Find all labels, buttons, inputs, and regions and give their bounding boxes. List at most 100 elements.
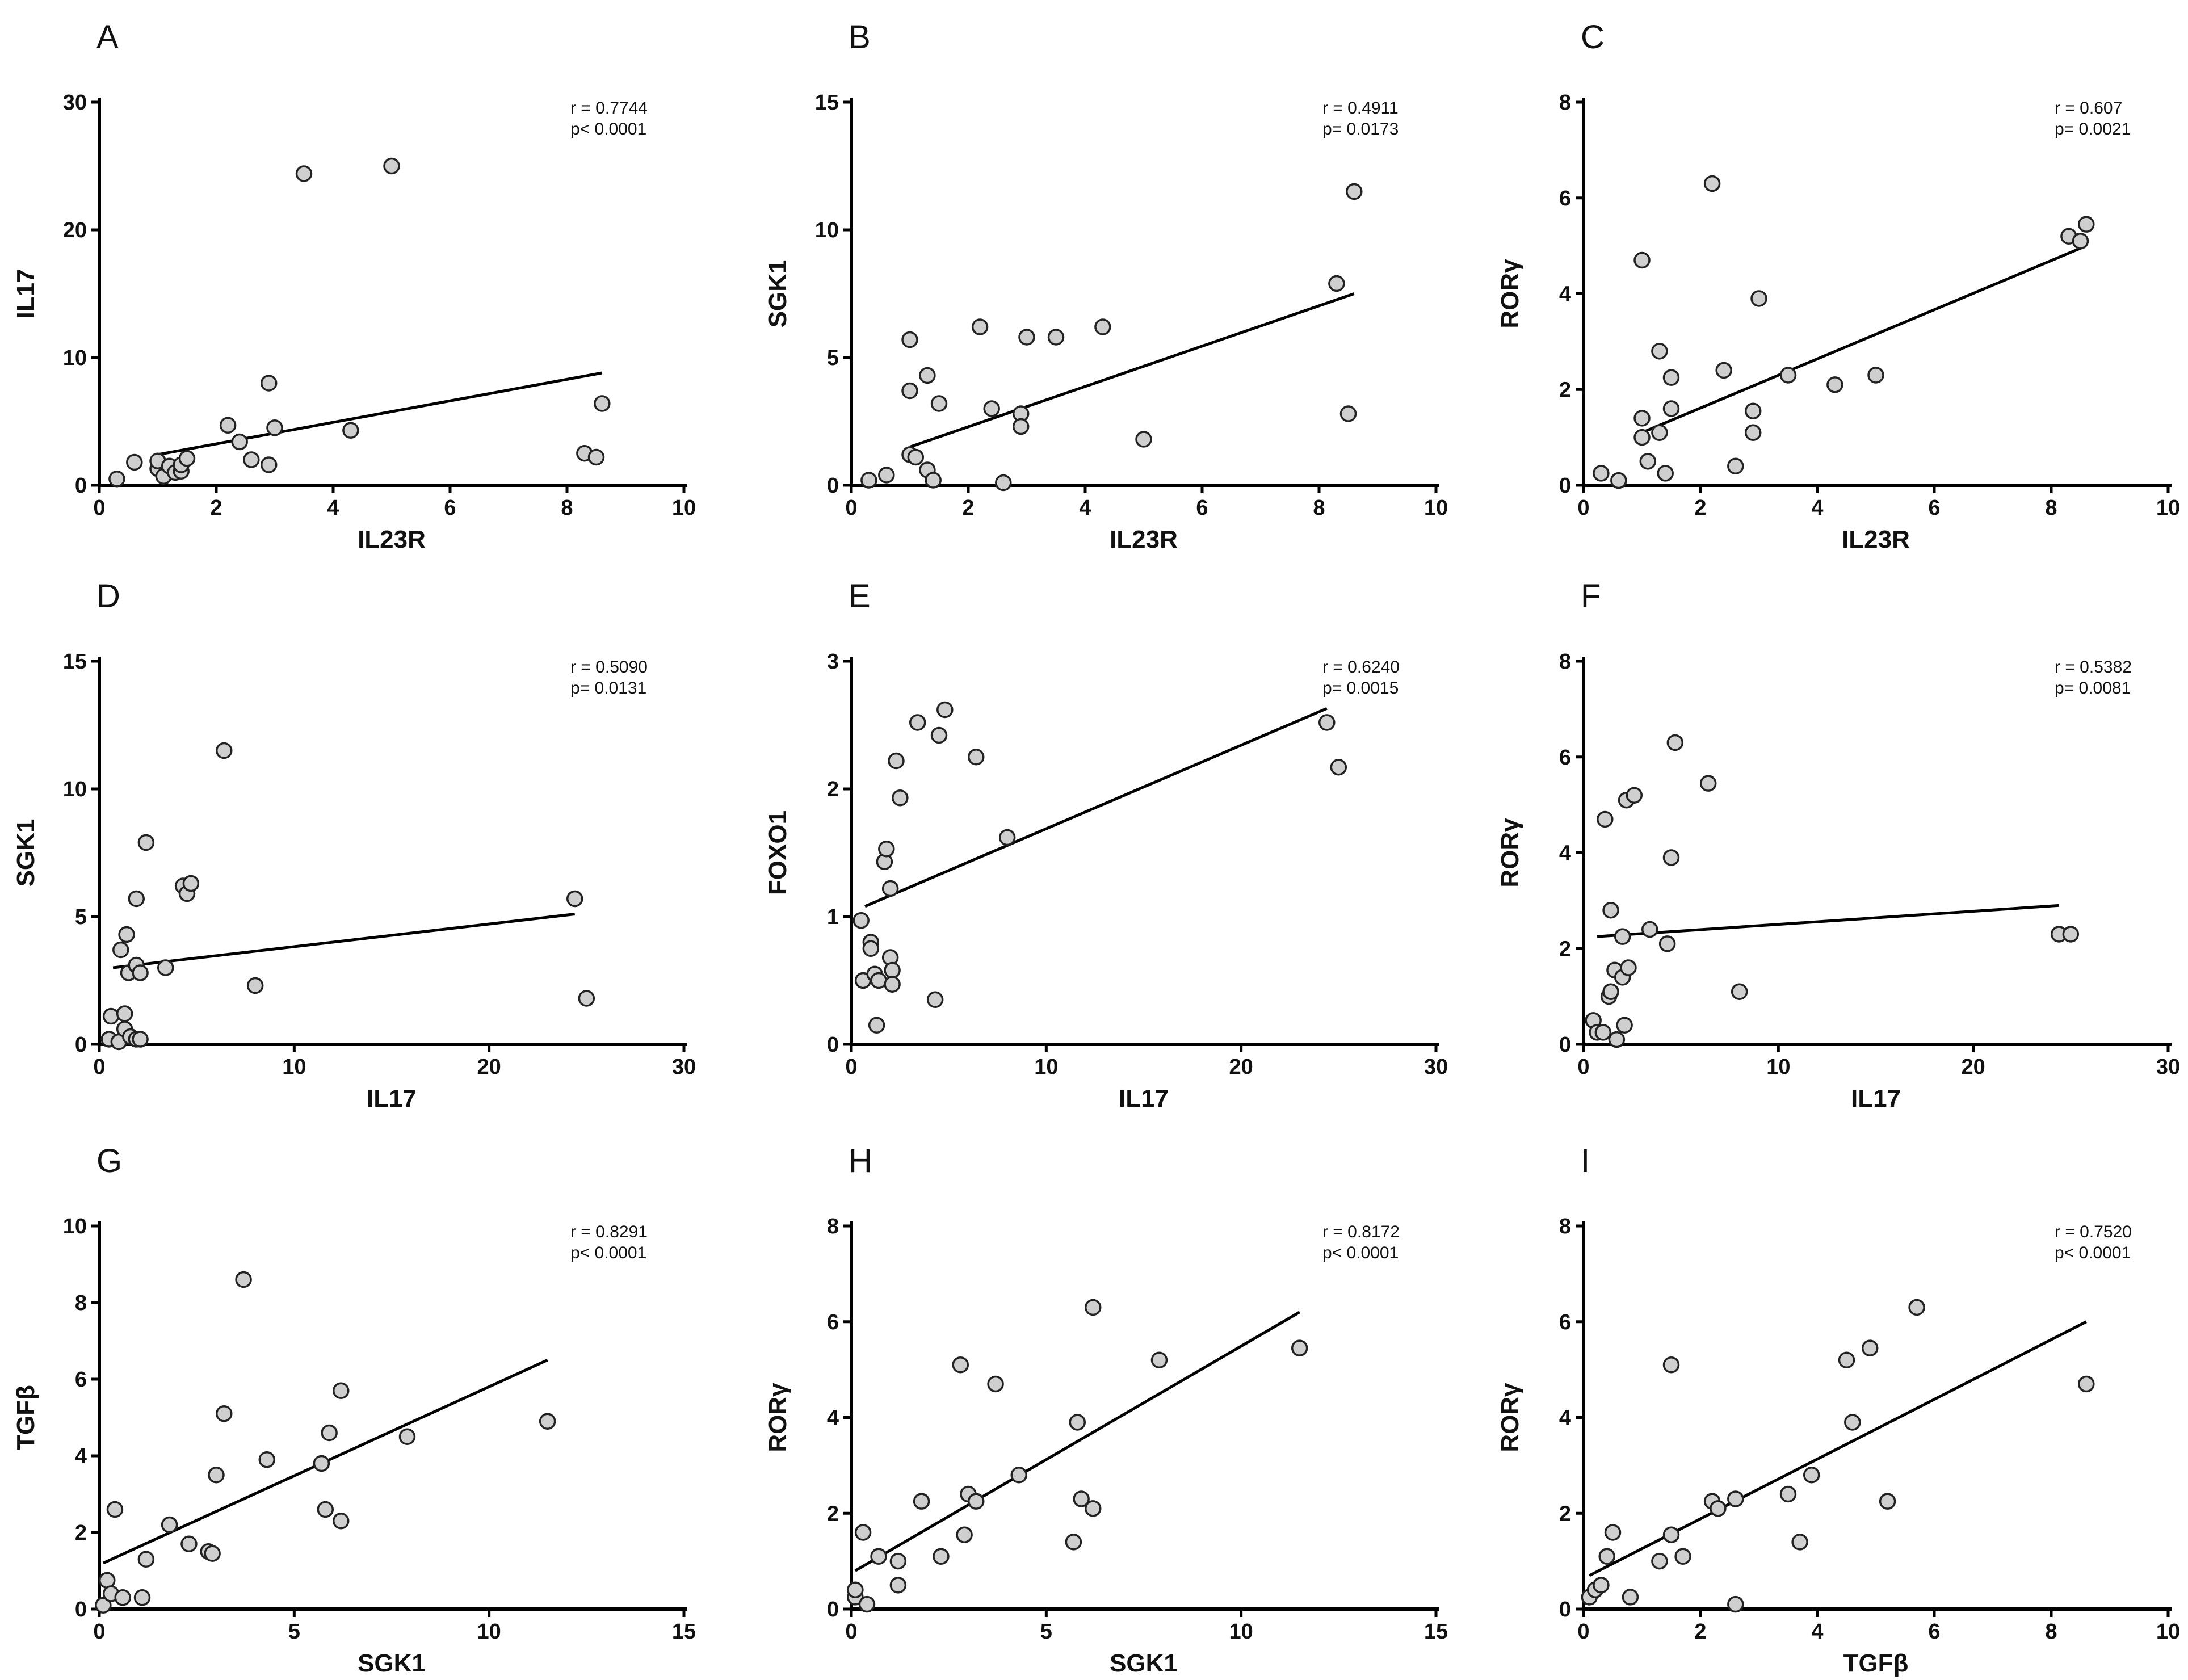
data-point [1662, 369, 1680, 386]
x-axis-title: SGK1 [1110, 1649, 1178, 1677]
y-tick-label: 4 [1559, 842, 1571, 866]
data-point [926, 991, 944, 1008]
data-point [132, 1031, 149, 1048]
y-axis-title: SGK1 [12, 819, 40, 887]
data-point [1662, 1526, 1680, 1543]
data-point [995, 474, 1012, 492]
data-point [1779, 367, 1797, 384]
r-value-label: r = 0.7744 [570, 99, 648, 117]
data-point [1318, 714, 1336, 731]
data-point [858, 1595, 876, 1613]
data-point [933, 1548, 950, 1565]
x-tick-label: 0 [845, 1055, 857, 1079]
data-point [128, 890, 145, 908]
data-point [1608, 1031, 1626, 1048]
data-point [102, 1007, 120, 1025]
x-tick-label: 30 [2156, 1055, 2180, 1079]
regression-line [1597, 904, 2059, 938]
x-tick-label: 5 [288, 1620, 300, 1644]
data-point [1727, 457, 1744, 474]
data-point [878, 841, 895, 858]
y-axis-title: RORγ [764, 1383, 792, 1452]
y-tick-label: 8 [827, 1215, 839, 1238]
data-point [235, 1271, 252, 1288]
p-value-label: p= 0.0081 [2055, 679, 2131, 698]
data-point [925, 472, 942, 489]
x-tick-label: 10 [1766, 1055, 1790, 1079]
y-axis-title: IL17 [12, 268, 40, 318]
data-point [2072, 232, 2089, 250]
data-point [1867, 367, 1884, 384]
y-tick-label: 0 [827, 1598, 839, 1622]
data-point [1084, 1500, 1102, 1517]
x-tick-label: 20 [1962, 1055, 1985, 1079]
p-value-label: p= 0.0173 [1322, 120, 1399, 138]
data-point [118, 926, 135, 943]
x-tick-label: 6 [444, 496, 456, 520]
y-tick-label: 8 [1559, 91, 1571, 115]
data-point [1346, 183, 1363, 200]
data-point [967, 749, 985, 766]
data-point [1838, 1351, 1855, 1368]
x-tick-label: 30 [672, 1055, 696, 1079]
x-tick-label: 20 [477, 1055, 501, 1079]
data-point [332, 1513, 350, 1530]
data-point [1330, 759, 1347, 776]
data-point [2078, 216, 2095, 233]
regression-line [1641, 244, 2087, 434]
y-tick-label: 15 [815, 91, 839, 115]
panel-letter: I [1581, 1143, 1590, 1179]
data-point [587, 448, 605, 466]
p-value-label: p< 0.0001 [570, 120, 646, 138]
data-point [1018, 329, 1035, 346]
y-axis-title: TGFβ [12, 1385, 40, 1450]
y-tick-label: 0 [75, 474, 87, 498]
data-point [852, 912, 870, 929]
y-tick-label: 20 [63, 219, 87, 242]
x-axis-title: IL23R [1110, 526, 1178, 553]
data-point [1633, 429, 1651, 446]
y-tick-label: 10 [815, 219, 839, 242]
data-point [1012, 418, 1030, 435]
y-tick-label: 6 [1559, 1311, 1571, 1334]
r-value-label: r = 0.6240 [1322, 658, 1400, 677]
y-axis-title: RORγ [1496, 1383, 1524, 1452]
data-point [114, 1589, 131, 1606]
data-point [1744, 424, 1762, 441]
data-point [133, 1589, 151, 1606]
data-point [889, 1552, 907, 1570]
r-value-label: r = 0.8172 [1322, 1223, 1400, 1241]
p-value-label: p< 0.0001 [1322, 1244, 1399, 1262]
data-point [2062, 926, 2080, 943]
x-tick-label: 10 [1424, 496, 1448, 520]
data-point [215, 742, 233, 759]
data-point [137, 1551, 155, 1568]
data-point [1604, 1524, 1622, 1541]
x-tick-label: 5 [1040, 1620, 1052, 1644]
x-tick-label: 10 [672, 496, 696, 520]
data-point [1699, 775, 1717, 792]
data-point [1597, 810, 1614, 828]
data-point [1328, 275, 1345, 292]
panel-letter: B [849, 19, 871, 56]
panel-letter: C [1581, 19, 1605, 56]
x-tick-label: 0 [1577, 496, 1589, 520]
data-point [1674, 1548, 1691, 1565]
data-point [1908, 1299, 1925, 1316]
data-point [930, 726, 948, 744]
data-point [342, 422, 359, 439]
data-point [952, 1356, 969, 1374]
panel-g: G 0 5 10 15 0 2 4 6 8 10 SGK1 TGFβ r = 0.8291 p< 0.000… [12, 1143, 696, 1677]
data-point [243, 451, 260, 468]
data-point [1633, 251, 1651, 269]
y-tick-label: 4 [75, 1444, 87, 1468]
y-tick-label: 4 [1559, 1406, 1571, 1430]
panel-b: B 0 2 4 6 8 10 0 5 10 15 IL23R SGK1 r = 0.4911 p= 0.01… [764, 19, 1448, 553]
y-tick-label: 6 [1559, 187, 1571, 211]
data-point [967, 1493, 985, 1510]
data-point [126, 453, 143, 471]
panel-c: C 0 2 4 6 8 10 0 2 4 6 8 IL23R RORγ r = 0.607 p= 0.0021 [1496, 19, 2180, 553]
data-point [106, 1501, 124, 1518]
data-point [1844, 1414, 1861, 1431]
data-point [919, 367, 936, 384]
